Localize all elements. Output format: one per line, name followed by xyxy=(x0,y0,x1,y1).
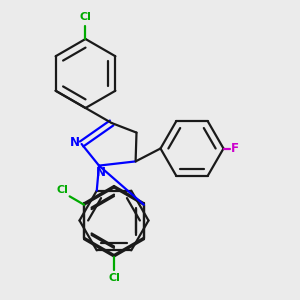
Text: N: N xyxy=(95,166,106,179)
Text: N: N xyxy=(70,136,80,149)
Text: F: F xyxy=(231,142,239,155)
Text: Cl: Cl xyxy=(80,13,92,22)
Text: Cl: Cl xyxy=(108,273,120,283)
Text: Cl: Cl xyxy=(57,185,69,195)
